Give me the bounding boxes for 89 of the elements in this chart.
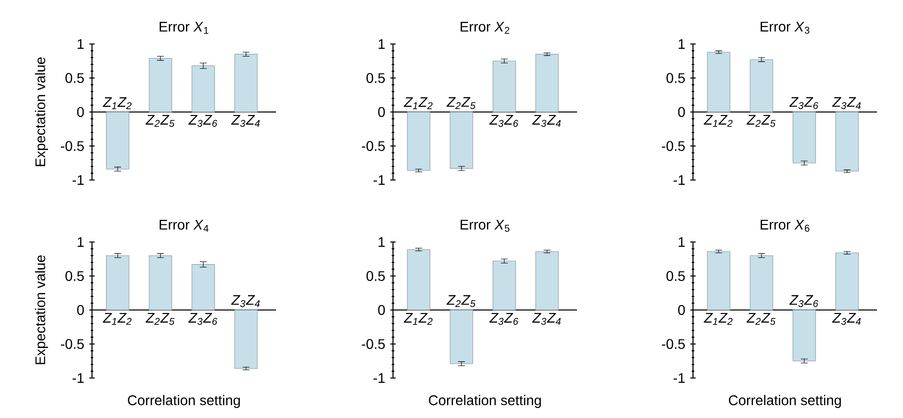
y-tick-label: 0 [378,107,385,117]
y-tick-label: -0.5 [362,141,385,151]
bar [148,255,172,310]
bar [148,58,172,112]
y-tick-label: -1 [674,175,685,185]
chart-title: Error X$_{4}$ [160,220,208,232]
x-tick-label: Z$_{3}$Z$_{4}$ [832,312,861,325]
chart-title: Error X$_{1}$ [160,22,208,34]
bar [450,112,474,169]
x-tick-label: Z$_{1}$Z$_{2}$ [404,312,433,325]
x-tick-label: Z$_{2}$Z$_{5}$ [746,114,776,127]
bar [106,112,130,170]
y-tick-label: 0.5 [366,73,385,83]
bar [234,310,258,369]
bar [407,249,430,310]
bar [450,310,474,364]
bar [792,112,816,164]
x-tick-label: Z$_{1}$Z$_{2}$ [404,97,433,110]
y-tick-label: 0.5 [65,73,84,83]
y-tick-label: -0.5 [60,339,84,349]
bar [835,252,859,310]
x-tick-label: Z$_{3}$Z$_{6}$ [188,312,218,325]
x-tick-label: Z$_{3}$Z$_{6}$ [489,114,518,127]
bar [192,264,215,310]
chart-title: Error X$_{5}$ [460,220,510,232]
y-tick-label: 0.5 [666,271,685,281]
y-tick-label: -1 [374,175,385,185]
y-axis-title: Expectation value [34,57,48,166]
bar [750,59,774,112]
y-tick-label: -0.5 [662,339,685,349]
x-axis-title: Correlation setting [428,394,541,408]
x-axis-title: Correlation setting [128,394,240,408]
x-tick-label: Z$_{2}$Z$_{5}$ [446,295,476,308]
bar [792,310,816,362]
y-tick-label: -1 [72,373,84,383]
x-tick-label: Z$_{3}$Z$_{4}$ [532,312,561,325]
x-tick-label: Z$_{1}$Z$_{2}$ [102,312,132,325]
bar [707,251,730,310]
y-tick-label: 0 [378,305,385,315]
x-tick-label: Z$_{3}$Z$_{4}$ [532,114,561,127]
x-tick-label: Z$_{1}$Z$_{2}$ [704,114,733,127]
y-tick-label: 0.5 [666,73,685,83]
bar [492,60,516,112]
chart-title: Error X$_{3}$ [760,22,810,34]
y-tick-label: -1 [72,175,84,185]
bar [234,54,258,112]
x-tick-label: Z$_{2}$Z$_{5}$ [146,312,174,325]
chart-title: Error X$_{2}$ [460,22,510,34]
y-tick-label: 1 [678,39,685,49]
y-tick-label: 0.5 [65,271,84,281]
x-tick-label: Z$_{3}$Z$_{4}$ [832,97,861,110]
chart-title: Error X$_{6}$ [760,220,810,232]
y-tick-label: 1 [78,237,84,247]
x-tick-label: Z$_{2}$Z$_{5}$ [746,312,776,325]
bar [535,251,559,310]
x-tick-label: Z$_{3}$Z$_{6}$ [789,295,818,308]
x-tick-label: Z$_{3}$Z$_{6}$ [489,312,518,325]
y-tick-label: -1 [374,373,385,383]
y-tick-label: -1 [674,373,685,383]
x-tick-label: Z$_{2}$Z$_{5}$ [146,114,174,127]
y-tick-label: 0.5 [366,271,385,281]
x-tick-label: Z$_{1}$Z$_{2}$ [704,312,733,325]
y-tick-label: 0 [77,305,84,315]
x-tick-label: Z$_{3}$Z$_{4}$ [231,114,260,127]
bar [192,65,215,112]
y-tick-label: 1 [378,237,385,247]
y-tick-label: 0 [678,305,685,315]
bar [707,52,730,112]
y-tick-label: -0.5 [60,141,84,151]
y-tick-label: -0.5 [362,339,385,349]
bar [535,54,559,112]
bar [106,255,130,310]
y-tick-label: 1 [378,39,385,49]
x-tick-label: Z$_{2}$Z$_{5}$ [446,97,476,110]
y-tick-label: 1 [78,39,84,49]
y-tick-label: 1 [678,237,685,247]
y-tick-label: 0 [678,107,685,117]
x-tick-label: Z$_{3}$Z$_{6}$ [188,114,218,127]
y-tick-label: -0.5 [662,141,685,151]
bar [750,255,774,310]
y-axis-title: Expectation value [34,255,48,364]
bar [835,112,859,172]
x-tick-label: Z$_{1}$Z$_{2}$ [102,97,132,110]
bar [407,112,430,171]
y-tick-label: 0 [77,107,84,117]
x-axis-title: Correlation setting [728,394,841,408]
x-tick-label: Z$_{3}$Z$_{6}$ [789,97,818,110]
bar [492,260,516,310]
x-tick-label: Z$_{3}$Z$_{4}$ [231,295,260,308]
